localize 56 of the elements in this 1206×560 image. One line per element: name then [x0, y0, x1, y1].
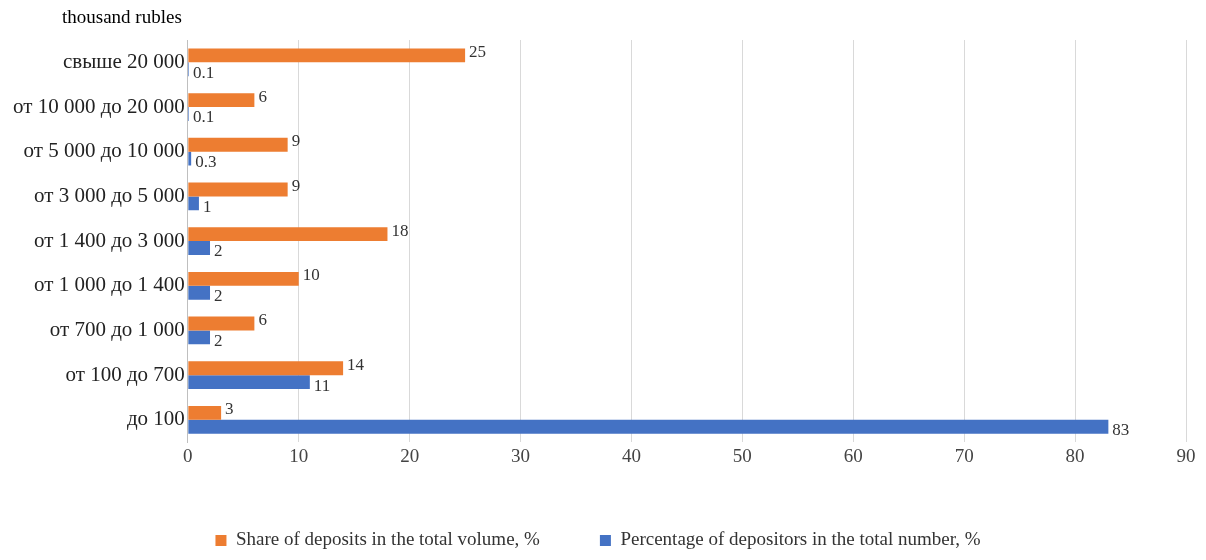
x-tick-label: 40: [621, 444, 641, 466]
y-tick-label: от 100 до 700: [65, 361, 185, 386]
y-tick-label: до 100: [126, 406, 185, 431]
data-label: 6: [258, 86, 267, 106]
x-tick-label: 50: [732, 444, 752, 466]
data-label: 18: [391, 220, 409, 240]
x-tick-label: 0: [183, 444, 193, 466]
bar: [188, 271, 299, 286]
bar: [188, 330, 211, 345]
data-label: 0.1: [192, 107, 215, 127]
bar: [188, 182, 288, 197]
bar: [188, 137, 288, 152]
y-tick-label: от 700 до 1 000: [49, 316, 185, 341]
data-label: 9: [291, 131, 301, 151]
x-tick-label: 30: [511, 444, 531, 466]
data-label: 2: [214, 241, 223, 261]
bar: [188, 241, 211, 255]
y-tick-label: свыше 20 000: [62, 48, 185, 73]
y-tick-label: от 10 000 до 20 000: [12, 93, 185, 118]
data-label: 0.1: [192, 62, 215, 82]
x-tick-label: 10: [289, 444, 309, 466]
bar: [188, 227, 388, 242]
data-label: 83: [1112, 420, 1130, 440]
x-tick-label: 20: [400, 444, 420, 466]
data-label: 14: [347, 354, 365, 374]
bar: [188, 419, 1109, 434]
data-label: 6: [258, 310, 267, 330]
bar: [188, 285, 211, 300]
data-label: 11: [313, 375, 331, 395]
y-tick-label: от 1 400 до 3 000: [33, 227, 185, 252]
bar: [188, 196, 199, 211]
x-tick-label: 90: [1176, 444, 1196, 466]
legend-label: Share of deposits in the total volume, %: [235, 528, 541, 550]
x-tick-label: 60: [843, 444, 863, 466]
y-axis-title: thousand rubles: [62, 6, 182, 28]
data-label: 1: [202, 196, 212, 216]
y-tick-label: от 5 000 до 10 000: [23, 138, 185, 163]
bar: [188, 406, 222, 420]
data-label: 9: [291, 175, 301, 195]
data-label: 2: [214, 286, 223, 306]
data-label: 25: [469, 41, 487, 61]
legend-label: Percentage of depositors in the total number, %: [620, 528, 981, 550]
bar: [188, 48, 466, 63]
bar: [188, 151, 192, 166]
data-label: 2: [214, 330, 223, 350]
data-label: 3: [225, 399, 234, 419]
bar: [188, 316, 255, 331]
y-tick-label: от 1 000 до 1 400: [33, 272, 185, 297]
y-tick-label: от 3 000 до 5 000: [33, 182, 185, 207]
data-label: 0.3: [195, 152, 217, 172]
bar: [188, 375, 310, 390]
bar: [188, 93, 255, 108]
data-label: 10: [302, 265, 320, 285]
x-tick-label: 80: [1065, 444, 1085, 466]
x-tick-label: 70: [954, 444, 974, 466]
bar: [188, 361, 344, 376]
